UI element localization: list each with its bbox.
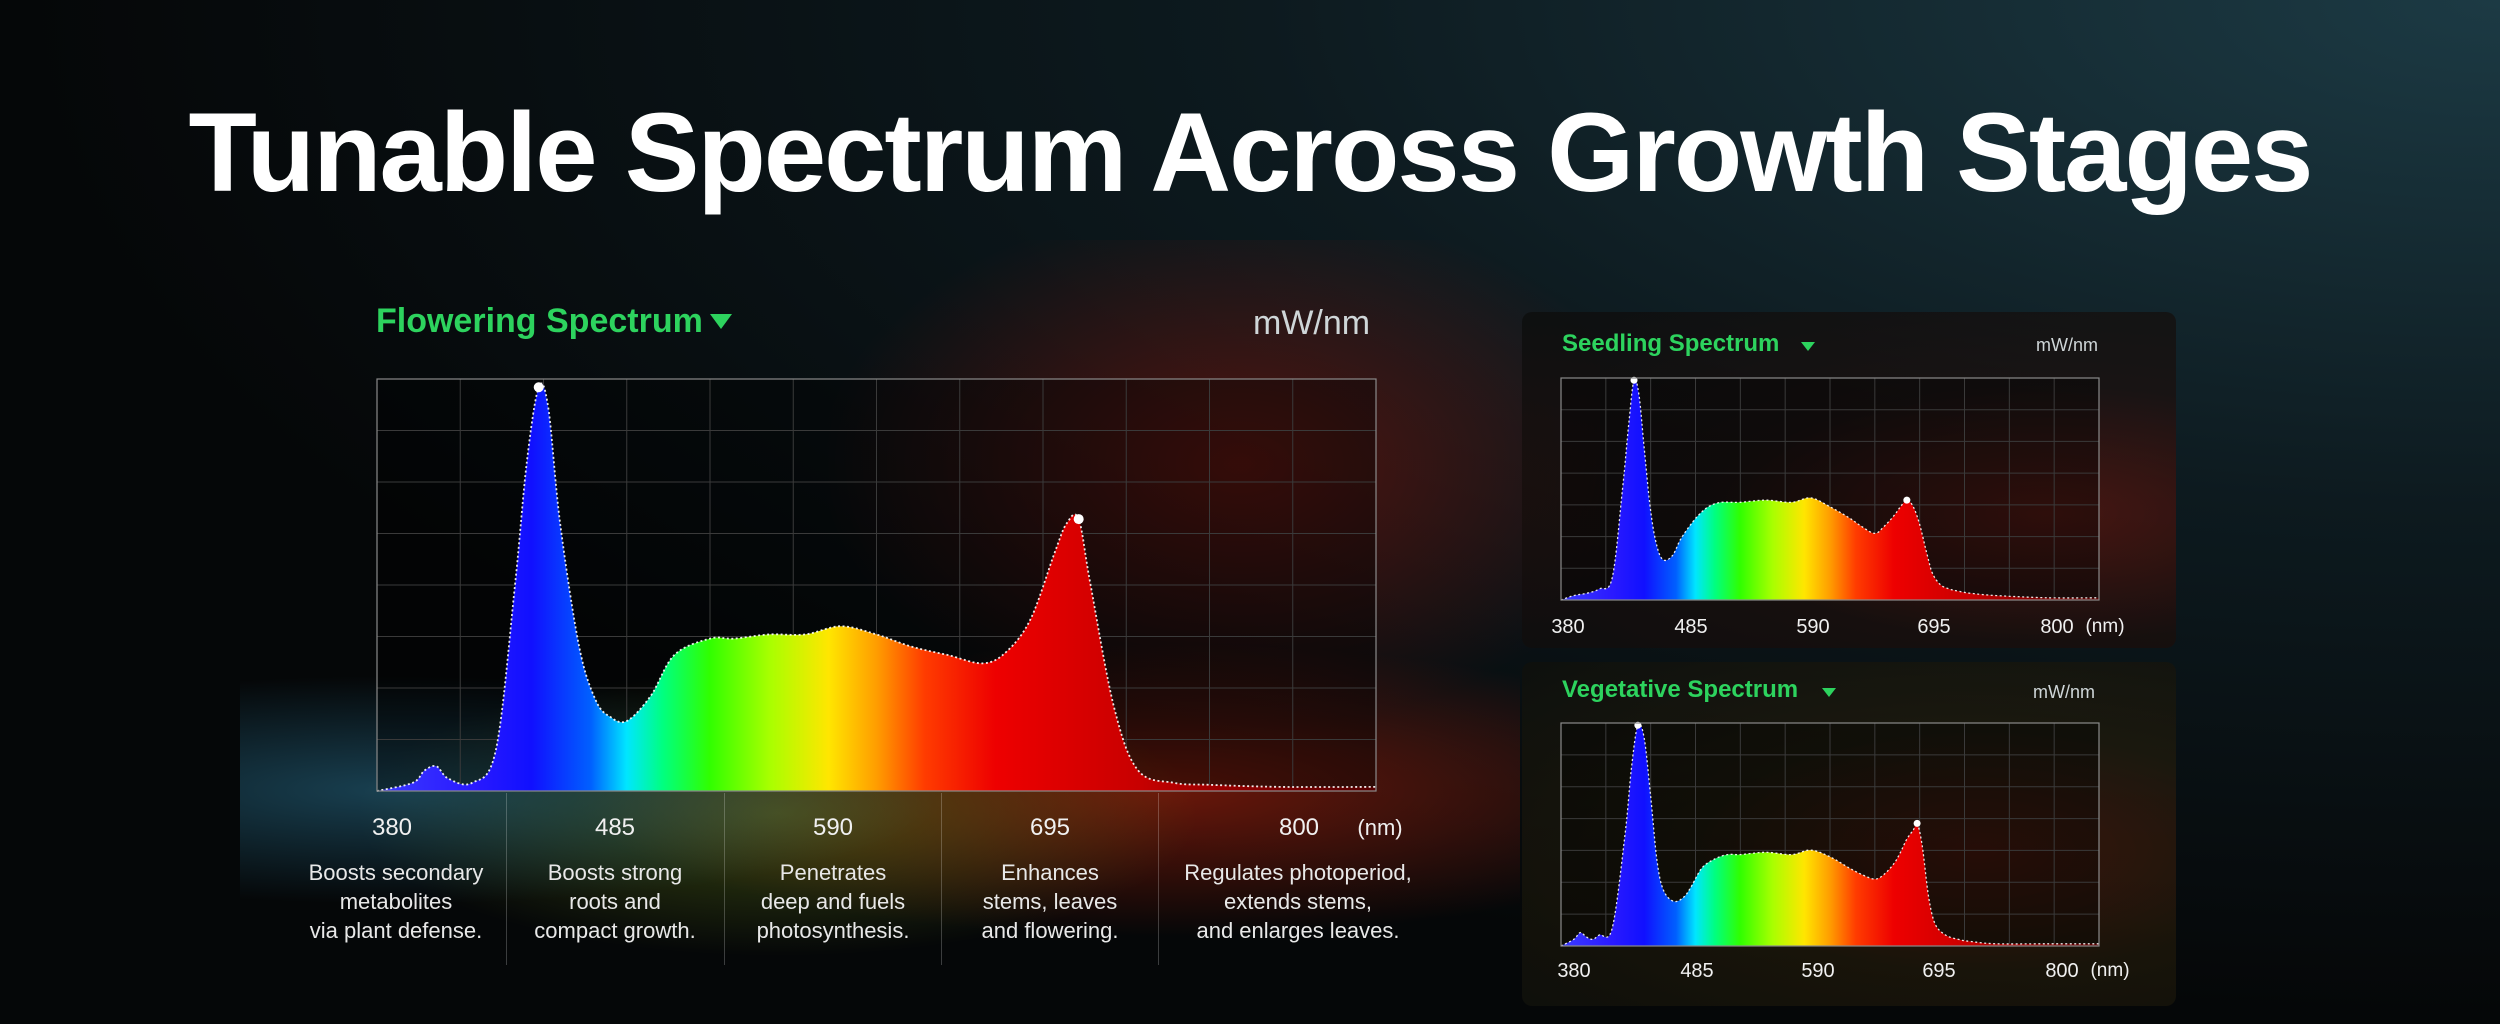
triangle-down-icon[interactable] (710, 314, 732, 329)
main-peak-marker (533, 382, 544, 393)
main-unit-label: mW/nm (1253, 304, 1371, 342)
main-xtick-380: 380 (371, 814, 413, 841)
seedling-xtick-380: 380 (1551, 616, 1585, 638)
band-description: Enhances stems, leaves and flowering. (981, 860, 1119, 943)
main-xtick-800: 800 (1278, 814, 1320, 841)
band-description: Boosts strong roots and compact growth. (534, 860, 696, 943)
separator (941, 793, 942, 965)
band-description: Regulates photoperiod, extends stems, an… (1184, 860, 1412, 943)
band-description: Penetrates deep and fuels photosynthesis… (756, 860, 910, 943)
main-xtick-485: 485 (594, 814, 636, 841)
main-spectrum-area (377, 383, 1376, 791)
seedling-spectrum-line (1560, 378, 2100, 601)
seedling-legend-label: Seedling Spectrum (1562, 330, 1780, 357)
vegetative-spectrum-area (1561, 723, 2099, 946)
vegetative-xtick-800: 800 (2045, 960, 2079, 982)
seedling-xtick-695: 695 (1917, 616, 1951, 638)
seedling-peak-marker (1903, 496, 1911, 504)
vegetative-xtick-590: 590 (1801, 960, 1835, 982)
main-legend-label: Flowering Spectrum (376, 302, 703, 340)
seedling-x-unit: (nm) (2085, 616, 2125, 637)
separator (724, 793, 725, 965)
vegetative-plot-frame (1560, 722, 2100, 947)
seedling-xtick-485: 485 (1674, 616, 1708, 638)
vegetative-peak-marker (1913, 819, 1921, 827)
page-title: Tunable Spectrum Across Growth Stages (188, 90, 2314, 215)
main-peak-marker (1073, 514, 1084, 525)
seedling-xtick-800: 800 (2040, 616, 2074, 638)
main-xtick-695: 695 (1029, 814, 1071, 841)
vegetative-xtick-695: 695 (1922, 960, 1956, 982)
separator (1158, 793, 1159, 965)
vegetative-spectrum-line (1560, 722, 2099, 947)
main-spectrum-line (376, 382, 1377, 792)
triangle-down-icon[interactable] (1801, 342, 1815, 351)
seedling-spectrum-area (1561, 379, 2099, 600)
band-description: Boosts secondary metabolites via plant d… (308, 860, 484, 943)
separator (506, 793, 507, 965)
vegetative-unit-label: mW/nm (2033, 682, 2095, 702)
seedling-xtick-590: 590 (1796, 616, 1830, 638)
seedling-plot-frame (1560, 377, 2100, 601)
vegetative-legend-label: Vegetative Spectrum (1562, 676, 1799, 703)
vegetative-x-unit: (nm) (2090, 960, 2130, 981)
seedling-unit-label: mW/nm (2036, 335, 2098, 355)
main-plot-frame (376, 378, 1377, 792)
main-x-unit: (nm) (1357, 815, 1403, 840)
vegetative-xtick-380: 380 (1557, 960, 1591, 982)
triangle-down-icon[interactable] (1822, 688, 1836, 697)
vegetative-xtick-485: 485 (1680, 960, 1714, 982)
main-xtick-590: 590 (812, 814, 854, 841)
